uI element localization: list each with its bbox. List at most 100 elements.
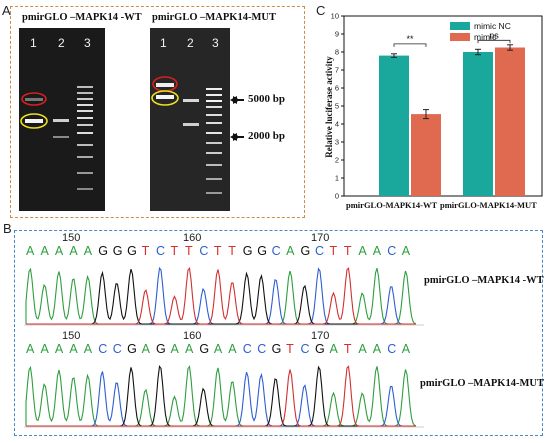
significance-bracket bbox=[393, 43, 427, 47]
gel-wt-lane-3: 3 bbox=[84, 36, 91, 50]
base-C: C bbox=[242, 342, 252, 356]
gel-mut-bands bbox=[151, 76, 222, 194]
chart-x-category-2: pmirGLO-MAPK14-MUT bbox=[440, 200, 537, 210]
marker-arrowheads bbox=[230, 96, 237, 141]
panel-b-frame bbox=[14, 230, 543, 436]
wt-pos-150: 150 bbox=[62, 232, 81, 244]
base-A: A bbox=[170, 342, 179, 356]
base-G: G bbox=[127, 342, 137, 356]
base-C: C bbox=[199, 244, 209, 258]
base-A: A bbox=[40, 342, 49, 356]
base-A: A bbox=[401, 342, 411, 356]
gel-mut-image: 1 2 3 bbox=[150, 28, 230, 211]
base-G: G bbox=[257, 244, 267, 258]
panel-a-letter: A bbox=[2, 3, 11, 18]
y-tick-label: 6 bbox=[335, 84, 339, 93]
base-G: G bbox=[156, 342, 166, 356]
base-A: A bbox=[329, 342, 338, 356]
gel-wt-image: 1 2 3 bbox=[19, 28, 105, 211]
gel-mut-lane-3: 3 bbox=[212, 36, 219, 50]
base-A: A bbox=[286, 244, 295, 258]
mut-chromatogram bbox=[24, 364, 425, 428]
base-C: C bbox=[98, 342, 108, 356]
y-tick-label: 0 bbox=[335, 192, 339, 201]
chart-x-category-1: pmirGLO-MAPK14-WT bbox=[346, 200, 438, 210]
panel-a-frame bbox=[10, 6, 305, 218]
base-A: A bbox=[358, 342, 367, 356]
marker-arrow-line-1 bbox=[232, 99, 244, 101]
base-C: C bbox=[156, 244, 166, 258]
legend-label: mimic bbox=[474, 32, 497, 42]
chart-error-bars bbox=[391, 44, 513, 120]
chart-y-ticks: 0 1 2 3 4 5 6 7 8 9 10 bbox=[331, 12, 344, 201]
trace-T bbox=[26, 365, 416, 427]
base-A: A bbox=[83, 342, 93, 356]
base-A: A bbox=[213, 342, 223, 356]
legend-label: mimic NC bbox=[474, 21, 511, 31]
gel-wt-title: pmirGLO –MAPK14 -WT bbox=[22, 12, 142, 23]
base-A: A bbox=[26, 342, 35, 356]
base-A: A bbox=[69, 244, 78, 258]
legend-swatch bbox=[450, 33, 470, 41]
y-tick-label: 8 bbox=[335, 48, 339, 57]
wt-pos-170: 170 bbox=[311, 232, 330, 244]
mut-pos-150: 150 bbox=[62, 330, 81, 342]
bar-mimic-0 bbox=[411, 114, 441, 196]
significance-label: ** bbox=[406, 34, 414, 44]
base-C: C bbox=[315, 244, 325, 258]
y-tick-label: 9 bbox=[335, 30, 339, 39]
base-G: G bbox=[271, 342, 282, 356]
base-T: T bbox=[170, 244, 179, 258]
base-G: G bbox=[112, 244, 123, 258]
y-tick-label: 4 bbox=[335, 120, 339, 129]
chart-bars bbox=[379, 47, 525, 196]
trace-A bbox=[25, 365, 417, 427]
base-A: A bbox=[372, 342, 382, 356]
base-T: T bbox=[184, 244, 193, 258]
base-A: A bbox=[69, 342, 78, 356]
y-tick-label: 3 bbox=[335, 138, 339, 147]
gel-wt-bands bbox=[20, 86, 93, 190]
base-A: A bbox=[26, 244, 35, 258]
y-tick-label: 2 bbox=[335, 156, 339, 165]
base-T: T bbox=[343, 342, 352, 356]
wt-sequence-label: pmirGLO –MAPK14 -WT bbox=[424, 275, 544, 286]
bar-mimic-1 bbox=[495, 47, 525, 196]
base-C: C bbox=[112, 342, 122, 356]
base-A: A bbox=[141, 342, 150, 356]
panel-b-letter: B bbox=[3, 221, 12, 236]
chart-significance: ** ns bbox=[393, 30, 511, 47]
base-T: T bbox=[228, 244, 236, 258]
gel-wt-lane-1: 1 bbox=[30, 36, 37, 50]
gel-wt-lane-2: 2 bbox=[58, 36, 65, 50]
base-A: A bbox=[54, 244, 64, 258]
y-tick-label: 1 bbox=[335, 174, 339, 183]
trace-T bbox=[26, 266, 416, 325]
base-T: T bbox=[343, 244, 352, 258]
base-C: C bbox=[387, 244, 397, 258]
base-G: G bbox=[300, 244, 311, 258]
base-G: G bbox=[127, 244, 137, 258]
panel-c-letter: C bbox=[316, 3, 326, 18]
base-T: T bbox=[286, 342, 294, 356]
base-A: A bbox=[372, 244, 382, 258]
chart-y-label: Relative luciferase activity bbox=[324, 56, 334, 158]
base-T: T bbox=[141, 244, 150, 258]
base-G: G bbox=[199, 342, 210, 356]
base-A: A bbox=[358, 244, 367, 258]
base-C: C bbox=[300, 342, 310, 356]
base-G: G bbox=[242, 244, 253, 258]
y-tick-label: 5 bbox=[335, 102, 339, 111]
base-C: C bbox=[257, 342, 267, 356]
marker-2000bp: 2000 bp bbox=[248, 130, 285, 142]
base-A: A bbox=[54, 342, 64, 356]
bar-mimic-NC-0 bbox=[379, 55, 409, 196]
gel-mut-lane-2: 2 bbox=[187, 36, 194, 50]
base-G: G bbox=[315, 342, 325, 356]
marker-arrow-line-2 bbox=[232, 136, 244, 138]
wt-chromatogram bbox=[24, 266, 425, 326]
gel-mut-title: pmirGLO –MAPK14-MUT bbox=[152, 12, 276, 23]
y-tick-label: 7 bbox=[335, 66, 339, 75]
